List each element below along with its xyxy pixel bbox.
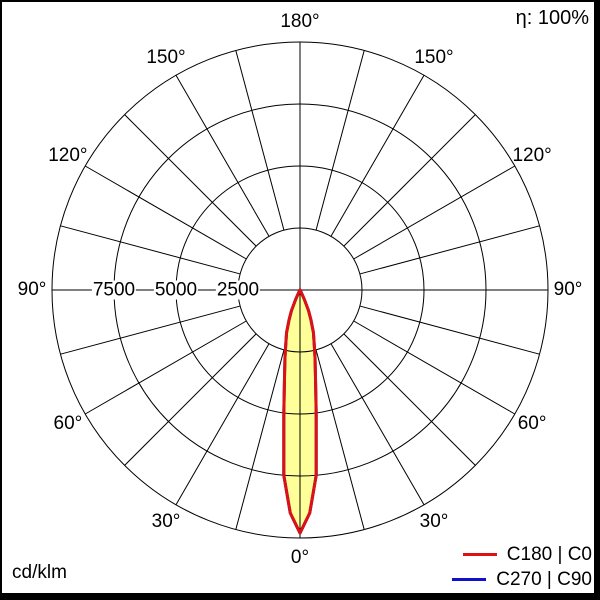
frame-border-bottom — [0, 593, 600, 600]
frame-border-left — [0, 0, 2, 600]
grid-spoke — [330, 74, 425, 237]
grid-spoke — [359, 305, 540, 355]
grid-spoke — [343, 333, 476, 466]
grid-spoke — [315, 50, 365, 231]
grid-spoke — [353, 165, 516, 260]
grid-spoke — [235, 349, 285, 530]
legend-label-c0: C180 | C0 — [506, 543, 592, 565]
curve-layer — [282, 288, 318, 535]
grid-spoke — [353, 320, 516, 415]
polar-grid-layer — [51, 41, 549, 539]
grid-spoke — [124, 333, 257, 466]
grid-spoke — [60, 305, 241, 355]
grid-spoke — [330, 343, 425, 506]
grid-spoke — [84, 165, 247, 260]
legend-item-c0: C180 | C0 — [462, 542, 592, 567]
grid-spoke — [84, 320, 247, 415]
efficiency-label: η: 100% — [515, 7, 589, 29]
frame-border-top — [0, 0, 600, 2]
grid-spoke — [315, 349, 365, 530]
grid-spoke — [60, 225, 241, 275]
grid-spoke — [235, 50, 285, 231]
grid-spoke — [175, 74, 270, 237]
frame-border-right — [594, 0, 600, 600]
legend-label-c90: C270 | C90 — [496, 568, 592, 590]
c0-line-swatch — [462, 553, 497, 556]
grid-spoke — [343, 114, 476, 247]
units-label: cd/klm — [12, 562, 67, 583]
grid-spoke — [359, 225, 540, 275]
c90-line-swatch — [452, 578, 487, 581]
grid-spoke — [124, 114, 257, 247]
legend: C180 | C0 C270 | C90 — [452, 542, 592, 592]
legend-item-c90: C270 | C90 — [452, 567, 592, 592]
grid-spoke — [175, 343, 270, 506]
c180-c0-curve — [282, 288, 318, 535]
